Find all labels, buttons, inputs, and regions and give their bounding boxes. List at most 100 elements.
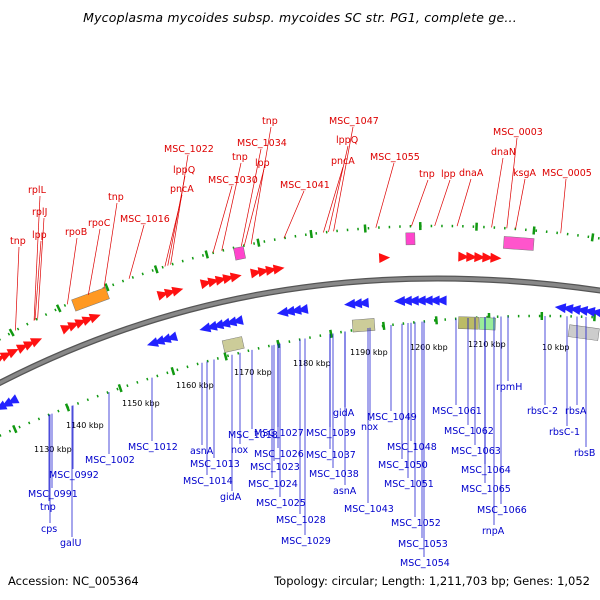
outer-major-tick: [104, 283, 110, 292]
scale-tick-label: 1130 kbp: [34, 445, 72, 454]
reverse-gene-label: MSC_1024: [248, 479, 298, 490]
reverse-gene-label: MSC_1025: [256, 498, 306, 509]
outer-major-tick: [590, 233, 595, 242]
forward-label-leader: [283, 190, 305, 239]
reverse-gene-arrow: [212, 319, 225, 330]
reverse-gene-arrow: [591, 308, 600, 318]
forward-label-leader: [333, 126, 354, 232]
scale-tick-label: 1190 kbp: [350, 348, 388, 357]
forward-gene-label: tnp: [10, 236, 26, 247]
forward-label-leader: [128, 224, 145, 279]
reverse-gene-label: MSC_1043: [344, 504, 394, 515]
forward-gene-arrow: [6, 349, 19, 359]
forward-gene-arrow: [474, 252, 486, 263]
reverse-gene-arrow: [562, 304, 574, 315]
reverse-gene-label: nox: [231, 445, 249, 456]
reverse-gene-arrow: [393, 295, 406, 306]
reverse-gene-arrow: [421, 295, 433, 306]
forward-label-leader: [515, 178, 526, 230]
scale-tick-label: 1170 kbp: [234, 368, 272, 377]
scale-tick-label: 10 kbp: [542, 343, 570, 352]
reverse-gene-label: MSC_1053: [398, 539, 448, 550]
trna-block: [233, 246, 246, 261]
forward-gene-label: tnp: [232, 152, 248, 163]
outer-major-tick: [363, 224, 367, 233]
forward-gene-arrow: [466, 251, 478, 262]
reverse-gene-label: MSC_1050: [378, 460, 428, 471]
inner-major-tick: [434, 316, 438, 325]
forward-label-leader: [212, 185, 233, 253]
forward-gene-label: tnp: [262, 116, 278, 127]
forward-gene-label: MSC_0005: [542, 168, 592, 179]
inner-major-tick: [12, 424, 18, 434]
forward-gene-label: MSC_1030: [208, 175, 258, 186]
forward-gene-arrow: [458, 251, 470, 262]
reverse-gene-label: MSC_0991: [28, 489, 78, 500]
forward-label-leader: [323, 166, 344, 233]
forward-label-leader: [456, 178, 472, 227]
forward-label-leader: [375, 162, 395, 228]
reverse-gene-arrow: [225, 316, 238, 327]
reverse-gene-label: MSC_1002: [85, 455, 135, 466]
reverse-gene-arrow: [290, 304, 302, 315]
forward-label-leader: [87, 228, 101, 296]
forward-label-leader: [560, 178, 567, 234]
reverse-gene-label: MSC_1066: [477, 505, 527, 516]
reverse-gene-arrow: [576, 305, 589, 316]
reverse-gene-arrow: [218, 317, 231, 328]
reverse-gene-arrow: [1, 397, 14, 407]
reverse-gene-label: gidA: [220, 492, 242, 503]
forward-gene-arrow: [490, 252, 502, 263]
outer-major-tick: [55, 304, 62, 313]
reverse-gene-arrow: [344, 298, 356, 309]
reverse-gene-label: MSC_1013: [190, 459, 240, 470]
forward-gene-arrow: [22, 341, 36, 351]
trna-block: [405, 232, 416, 246]
forward-gene-label: lppQ: [336, 135, 358, 146]
reverse-gene-label: MSC_1018: [228, 430, 278, 441]
forward-gene-label: lpp: [441, 169, 456, 180]
inner-major-tick: [276, 339, 281, 349]
reverse-gene-label: MSC_1048: [387, 442, 437, 453]
forward-gene-arrow: [482, 252, 494, 263]
outer-major-tick: [153, 265, 159, 274]
reverse-gene-arrow: [407, 295, 419, 306]
reverse-gene-arrow: [400, 295, 412, 306]
forward-gene-labels: tnplpprplJrplLrpoBrpoCtnpMSC_1016pncAlpp…: [10, 116, 592, 331]
reverse-gene-arrow: [428, 295, 440, 306]
scale-tick-label: 1160 kbp: [176, 381, 214, 390]
forward-label-leader: [67, 237, 78, 305]
reverse-gene-arrow: [435, 295, 447, 306]
gene-block: [351, 318, 376, 333]
reverse-gene-label: nox: [361, 422, 379, 433]
reverse-gene-label: MSC_1037: [306, 450, 356, 461]
reverse-gene-label: MSC_1023: [250, 462, 300, 473]
gene-block: [478, 317, 496, 331]
forward-label-leader: [411, 179, 429, 227]
accession-text: Accession: NC_005364: [8, 574, 139, 588]
reverse-gene-label: MSC_1061: [432, 406, 482, 417]
inner-major-tick: [223, 352, 228, 361]
reverse-gene-label: rbsB: [574, 448, 595, 459]
reverse-gene-arrow: [7, 394, 20, 404]
reverse-gene-label: MSC_1049: [367, 412, 417, 423]
forward-label-leader: [15, 246, 20, 331]
genome-title: Mycoplasma mycoides subsp. mycoides SC s…: [83, 10, 517, 25]
gene-block: [458, 316, 479, 330]
forward-gene-label: ksgA: [513, 168, 536, 179]
reverse-gene-label: MSC_0992: [49, 470, 99, 481]
gene-block: [221, 336, 245, 353]
reverse-gene-arrow: [205, 320, 218, 331]
reverse-gene-label: cps: [41, 524, 57, 535]
forward-gene-arrow: [60, 325, 73, 335]
genome-backbone: [0, 276, 600, 385]
forward-gene-label: rplL: [28, 185, 47, 196]
forward-gene-arrow: [378, 253, 391, 264]
forward-gene-label: MSC_0003: [493, 127, 543, 138]
scale-tick-labels: 1130 kbp 1140 kbp 1150 kbp 1160 kbp 1170 kbp…: [34, 340, 570, 454]
forward-gene-label: MSC_1022: [164, 144, 214, 155]
reverse-gene-label: rbsC-2: [527, 406, 558, 417]
reverse-gene-arrow: [283, 305, 296, 316]
trna-block: [503, 236, 535, 251]
